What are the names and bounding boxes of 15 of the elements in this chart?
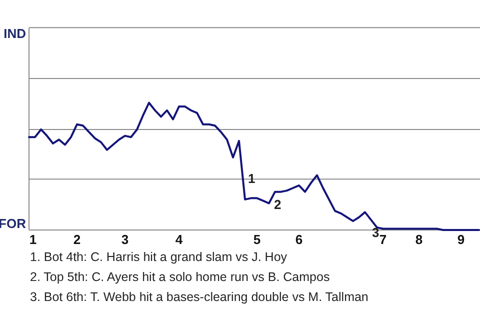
annotation: 2 [274,197,282,212]
x-tick-label: 2 [73,232,81,247]
annotation: 1 [248,171,256,186]
x-tick-label: 8 [415,232,423,247]
x-tick-label: 7 [379,232,387,247]
x-tick-label: 4 [175,232,184,247]
text: 3. Bot 6th: T. Webb hit a bases-clearing double vs M. Tallman [30,290,368,304]
x-tick-label: 6 [295,232,303,247]
text: 2. Top 5th: C. Ayers hit a solo home run vs B. Campos [30,270,330,284]
text: IND [4,26,26,41]
x-tick-label: 3 [121,232,129,247]
x-tick-label: 5 [253,232,261,247]
text: 1. Bot 4th: C. Harris hit a grand slam vs J. Hoy [30,250,288,264]
x-tick-label: 9 [457,232,465,247]
x-tick-label: 1 [29,232,37,247]
